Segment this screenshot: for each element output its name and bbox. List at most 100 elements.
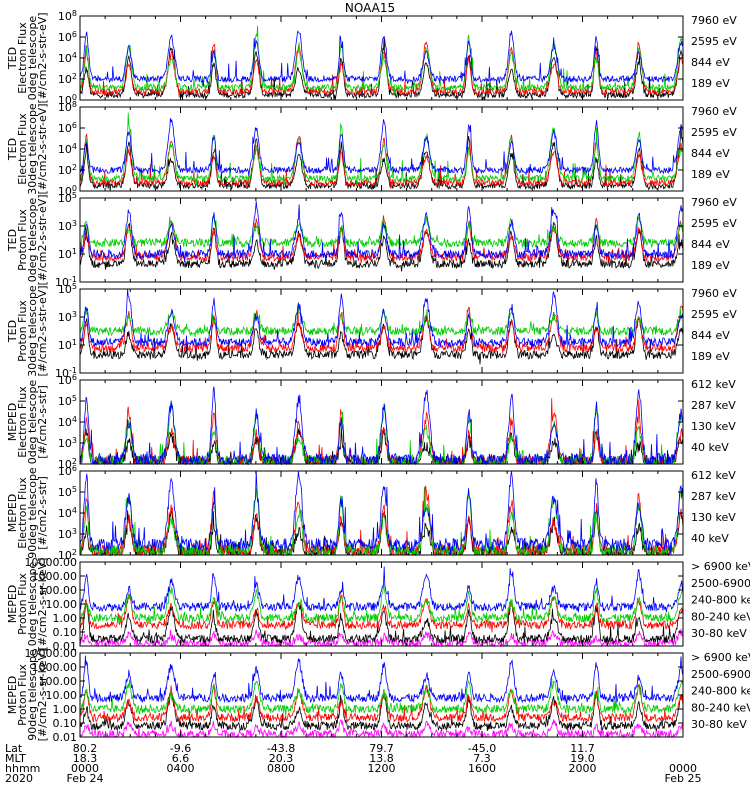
x-tick-label: 0800 — [267, 762, 295, 775]
y-tick-label: 100.00 — [39, 675, 78, 688]
x-tick-label: -45.0 — [468, 742, 496, 755]
legend-entry: 2595 eV — [691, 217, 737, 230]
x-tick-label: 7.3 — [473, 752, 491, 765]
y-tick-label: 10000.00 — [25, 647, 78, 660]
x-tick-label: -9.6 — [170, 742, 191, 755]
x-row-label: MLT — [5, 752, 26, 765]
y-tick-label: 103 — [58, 310, 77, 324]
y-tick-label: 103 — [58, 436, 77, 450]
legend-entry: 189 eV — [691, 259, 730, 272]
series-line-meped-proton-90deg-2 — [79, 683, 684, 724]
legend-entry: 612 keV — [691, 469, 736, 482]
legend-entry: 240-800 ke — [691, 685, 750, 698]
legend-entry: 612 keV — [691, 378, 736, 391]
y-tick-label: 108 — [58, 9, 77, 23]
series-line-meped-proton-0deg-2 — [79, 593, 684, 633]
y-tick-label: 105 — [58, 191, 77, 205]
legend-entry: 130 keV — [691, 420, 736, 433]
legend-entry: 2500-6900 — [691, 577, 750, 590]
series-line-ted-proton-30deg-1 — [79, 305, 684, 354]
panel-meped-proton-0deg: 0.010.101.0010.00100.001000.0010000.00ME… — [6, 556, 750, 653]
y-tick-label: 104 — [58, 415, 77, 429]
x-tick-label: 0000 — [71, 762, 99, 775]
legend-entry: 2595 eV — [691, 126, 737, 139]
y-tick-label: 106 — [58, 121, 77, 135]
series-line-ted-electron-0deg-2 — [79, 25, 684, 96]
y-tick-label: 0.10 — [53, 717, 78, 730]
y-axis-label: TEDElectron Flux30deg telescope[#/cm2-s-… — [6, 103, 49, 195]
y-tick-label: 10.00 — [46, 689, 78, 702]
x-tick-label: 19.0 — [570, 752, 595, 765]
x-row-label: hhmm — [5, 762, 40, 775]
x-tick-label: 18.3 — [73, 752, 98, 765]
legend-entry: 40 keV — [691, 532, 729, 545]
legend-entry: 2500-6900 — [691, 668, 750, 681]
legend-entry: 844 eV — [691, 147, 730, 160]
series-line-ted-electron-0deg-1 — [79, 41, 684, 98]
legend-entry: 189 eV — [691, 77, 730, 90]
y-tick-label: 104 — [58, 51, 77, 65]
y-axis-label: TEDProton Flux0deg telescope[#/cm2-s-str… — [6, 194, 49, 285]
series-line-meped-proton-90deg-1 — [79, 690, 684, 732]
series-line-meped-proton-0deg-1 — [79, 601, 684, 645]
y-tick-label: 104 — [58, 506, 77, 520]
y-tick-label: 10000.00 — [25, 556, 78, 569]
legend-entry: 30-80 keV — [691, 718, 747, 731]
x-tick-label: Feb 25 — [665, 772, 702, 785]
y-axis-label: MEPEDProton Flux90deg telescope[#/cm2-s-… — [6, 649, 49, 742]
x-tick-label: 0000 — [669, 762, 697, 775]
y-tick-label: 105 — [58, 485, 77, 499]
y-tick-label: 105 — [58, 394, 77, 408]
x-tick-label: 2000 — [569, 762, 597, 775]
y-tick-label: 1000.00 — [32, 661, 78, 674]
x-row-label: Lat — [5, 742, 23, 755]
legend-entry: 7960 eV — [691, 287, 737, 300]
y-tick-label: 102 — [58, 163, 77, 177]
legend-entry: 2595 eV — [691, 308, 737, 321]
legend-entry: 287 keV — [691, 399, 736, 412]
x-tick-label: 6.6 — [172, 752, 190, 765]
y-tick-label: 101 — [58, 247, 77, 261]
series-line-ted-proton-30deg-3 — [79, 288, 684, 352]
legend-entry: 189 eV — [691, 168, 730, 181]
series-line-ted-proton-0deg-3 — [79, 201, 684, 263]
legend-entry: 30-80 keV — [691, 627, 747, 640]
y-tick-label: 10.00 — [46, 598, 78, 611]
legend-entry: 7960 eV — [691, 14, 737, 27]
y-axis-label: TEDElectron Flux0deg telescope[#/cm2-s-s… — [6, 12, 49, 103]
y-tick-label: 0.10 — [53, 626, 78, 639]
series-line-meped-proton-0deg-3 — [79, 584, 684, 624]
legend-entry: 844 eV — [691, 56, 730, 69]
x-tick-label: Feb 24 — [67, 772, 104, 785]
series-line-ted-electron-0deg-3 — [79, 30, 684, 87]
series-line-ted-proton-0deg-0 — [79, 221, 684, 272]
x-tick-label: 13.8 — [369, 752, 394, 765]
series-line-ted-proton-0deg-1 — [79, 215, 684, 265]
series-line-ted-electron-30deg-2 — [79, 112, 684, 186]
legend-entry: 80-240 keV — [691, 610, 750, 623]
legend-entry: 189 eV — [691, 350, 730, 363]
y-axis-label: MEPEDProton Flux0deg telescope[#/cm2-s-s… — [6, 558, 49, 651]
y-tick-label: 1.00 — [53, 612, 78, 625]
series-line-ted-proton-0deg-2 — [79, 215, 684, 249]
y-tick-label: 0.01 — [53, 731, 78, 744]
legend-entry: 240-800 ke — [691, 594, 750, 607]
y-tick-label: 106 — [58, 464, 77, 478]
series-line-meped-proton-0deg-4 — [79, 566, 684, 613]
y-tick-label: 108 — [58, 100, 77, 114]
series-line-meped-electron-0deg-3 — [79, 386, 684, 466]
legend-entry: 844 eV — [691, 329, 730, 342]
x-tick-label: 1200 — [368, 762, 396, 775]
x-tick-label: -43.8 — [267, 742, 295, 755]
y-tick-label: 0.01 — [53, 640, 78, 653]
y-axis-label: MEPEDElectron Flux0deg telescope[#/cm2-s… — [6, 380, 49, 465]
y-tick-label: 106 — [58, 373, 77, 387]
y-tick-label: 102 — [58, 72, 77, 86]
